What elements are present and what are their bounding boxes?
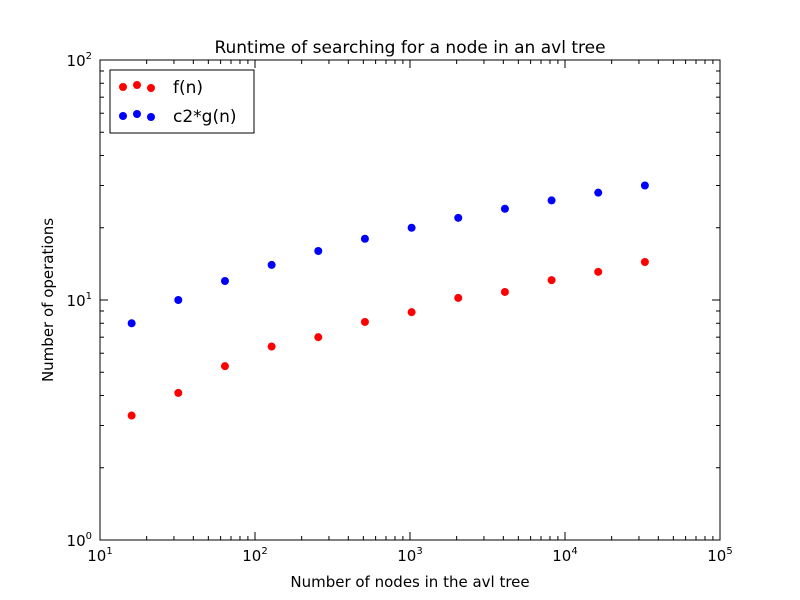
data-point-series-2 <box>314 247 323 256</box>
legend-marker <box>133 110 141 118</box>
data-point-series-1 <box>267 342 276 351</box>
data-point-series-2 <box>454 213 463 222</box>
minor-ticks <box>100 60 720 540</box>
data-point-series-1 <box>220 362 229 371</box>
x-tick-label: 104 <box>552 546 577 565</box>
data-point-series-1 <box>640 257 649 266</box>
y-tick-label: 101 <box>67 291 92 310</box>
chart-title: Runtime of searching for a node in an av… <box>214 38 605 58</box>
data-point-series-2 <box>174 296 183 304</box>
x-axis-label: Number of nodes in the avl tree <box>290 573 529 591</box>
data-point-series-2 <box>500 204 509 213</box>
x-tick-label: 101 <box>87 546 112 565</box>
data-point-series-2 <box>267 260 276 269</box>
data-point-series-2 <box>547 196 556 205</box>
y-axis-label: Number of operations <box>39 218 57 382</box>
y-tick-label: 102 <box>67 51 92 70</box>
data-point-series-2 <box>360 234 369 243</box>
data-point-series-1 <box>127 411 136 420</box>
x-tick-label: 105 <box>707 546 732 565</box>
data-point-series-2 <box>594 188 603 197</box>
data-point-series-1 <box>454 293 463 302</box>
legend-label: f(n) <box>173 78 203 98</box>
plot-frame <box>99 59 721 541</box>
data-points <box>127 181 649 420</box>
legend-marker <box>147 113 155 121</box>
legend-marker <box>133 81 141 89</box>
legend-marker <box>119 83 127 91</box>
data-point-series-1 <box>594 267 603 276</box>
legend-label: c2*g(n) <box>173 107 237 127</box>
data-point-series-2 <box>127 319 136 328</box>
data-point-series-1 <box>314 333 323 342</box>
legend-marker <box>147 84 155 92</box>
data-point-series-1 <box>360 317 369 326</box>
y-tick-label: 100 <box>67 531 92 550</box>
data-point-series-2 <box>220 276 229 285</box>
data-point-series-1 <box>500 287 509 296</box>
data-point-series-1 <box>407 308 416 317</box>
legend: f(n) c2*g(n) <box>109 69 255 134</box>
data-point-series-1 <box>547 276 556 285</box>
legend-box <box>109 69 255 134</box>
x-tick-label: 102 <box>242 546 267 565</box>
data-point-series-2 <box>640 181 649 190</box>
x-tick-label: 103 <box>397 546 422 565</box>
data-point-series-1 <box>174 388 183 397</box>
data-point-series-2 <box>407 223 416 232</box>
legend-marker <box>119 112 127 120</box>
plot-area <box>100 60 720 540</box>
